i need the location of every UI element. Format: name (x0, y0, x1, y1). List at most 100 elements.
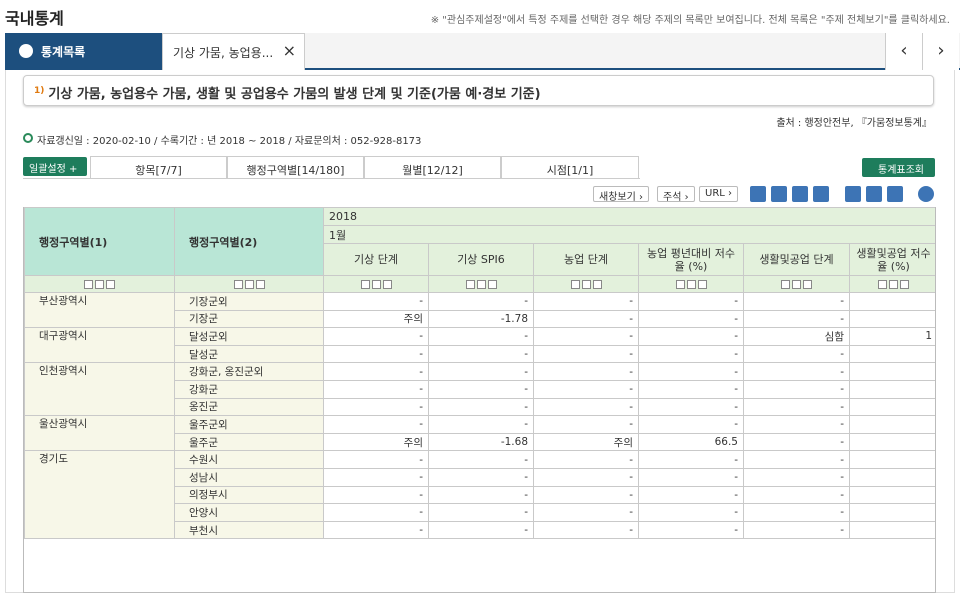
data-row: 옹진군 - - - - - (25, 397, 935, 417)
sort-icon[interactable] (781, 280, 790, 289)
sort-icon[interactable] (675, 280, 685, 289)
data-cell: - (638, 309, 744, 329)
icon[interactable] (887, 186, 903, 202)
sort-icon[interactable] (255, 280, 265, 289)
setting-bar: 일괄설정 + 항목[7/7] 행정구역별[14/180] 월별[12/12] 시점[1… (23, 156, 640, 179)
sort-icon[interactable] (686, 280, 696, 289)
region2: 기장군 (174, 309, 324, 329)
data-cell: - (638, 485, 744, 505)
column-header: 기상 단계 (323, 243, 429, 276)
sort-icon[interactable] (95, 280, 104, 289)
sort-icon[interactable] (244, 280, 254, 289)
sort-icon[interactable] (465, 280, 475, 289)
sort-icon[interactable] (382, 280, 392, 289)
sort-icon[interactable] (233, 280, 243, 289)
prev-arrow[interactable]: ‹ (885, 33, 922, 70)
region2: 성남시 (174, 467, 324, 487)
sort-icon[interactable] (487, 280, 497, 289)
data-cell: - (743, 397, 850, 417)
data-cell: - (323, 485, 429, 505)
data-cell: - (743, 485, 850, 505)
sort-cell (638, 275, 744, 293)
sort-icon[interactable] (889, 280, 898, 289)
data-cell: -1.78 (428, 309, 534, 329)
data-cell: 주의 (323, 432, 429, 452)
data-cell: - (743, 292, 850, 311)
data-cell: - (323, 415, 429, 434)
help-icon[interactable] (918, 186, 934, 202)
data-cell (849, 309, 935, 329)
data-cell: - (743, 432, 850, 452)
list-tab[interactable]: 통계목록 (5, 33, 162, 70)
action-button[interactable]: 주석 (657, 186, 695, 203)
year-header: 2018 (323, 207, 935, 226)
data-cell: - (533, 292, 639, 311)
column-header: 기상 SPI6 (428, 243, 534, 276)
data-cell: - (428, 397, 534, 417)
sort-cell (174, 275, 324, 293)
data-cell: - (638, 397, 744, 417)
icon[interactable] (750, 186, 766, 202)
data-cell: - (743, 379, 850, 399)
icon[interactable] (866, 186, 882, 202)
sort-icon[interactable] (792, 280, 801, 289)
sort-icon[interactable] (84, 280, 93, 289)
sort-icon[interactable] (371, 280, 381, 289)
data-cell (849, 292, 935, 311)
setting-tab-label: 행정구역별[14/180] (246, 164, 345, 177)
info-text: 자료갱신일 : 2020-02-10 / 수록기간 : 년 2018 ~ 201… (37, 136, 422, 147)
icon[interactable] (813, 186, 829, 202)
batch-button[interactable]: 일괄설정 + (23, 157, 87, 176)
data-cell: - (638, 292, 744, 311)
data-row: 의정부시 - - - - - (25, 485, 935, 505)
sort-icon[interactable] (570, 280, 580, 289)
notice: ※ "관심주제설정"에서 특정 주제를 선택한 경우 해당 주제의 목록만 보여… (430, 15, 950, 26)
setting-tab[interactable]: 시점[1/1] (501, 156, 639, 179)
sort-icon[interactable] (581, 280, 591, 289)
data-cell: - (533, 415, 639, 434)
data-cell: - (743, 450, 850, 469)
header-row: 기상 단계 기상 SPI6 농업 단계 농업 평년대비 저수율 (%) 생활및공업 단계… (25, 243, 935, 276)
data-cell: - (323, 520, 429, 540)
data-row: 성남시 - - - - - (25, 467, 935, 487)
close-tab[interactable]: × (282, 41, 296, 60)
data-row: 부산광역시 기장군외 - - - - - (24, 291, 935, 329)
region2: 수원시 (174, 450, 324, 469)
data-cell (849, 415, 935, 434)
data-cell: - (533, 362, 639, 381)
icon[interactable] (771, 186, 787, 202)
setting-tab[interactable]: 월별[12/12] (364, 156, 501, 179)
header-row: 1월 (25, 225, 935, 244)
sort-icon[interactable] (476, 280, 486, 289)
region2: 달성군외 (174, 327, 324, 346)
sort-icon[interactable] (878, 280, 887, 289)
icon[interactable] (792, 186, 808, 202)
sort-icon[interactable] (900, 280, 909, 289)
column-header: 생활및공업 저수율 (%) (849, 243, 935, 276)
sort-icon[interactable] (697, 280, 707, 289)
setting-tab-label: 시점[1/1] (546, 164, 594, 177)
setting-tab[interactable]: 항목[7/7] (90, 156, 227, 179)
sort-icon[interactable] (360, 280, 370, 289)
data-row: 경기도 수원시 - - - - - (24, 450, 935, 540)
setting-tab[interactable]: 행정구역별[14/180] (227, 156, 364, 179)
data-cell: - (533, 397, 639, 417)
data-cell (849, 432, 935, 452)
sort-icon[interactable] (106, 280, 115, 289)
search-button[interactable]: 통계표조회 (862, 158, 935, 177)
current-tab[interactable]: 기상 가뭄, 농업용... × (162, 33, 305, 70)
action-button[interactable]: URL (699, 186, 739, 202)
action-button[interactable]: 새창보기 (593, 186, 649, 203)
data-cell: - (743, 362, 850, 381)
sort-icon[interactable] (592, 280, 602, 289)
sort-cell (24, 275, 175, 293)
icon[interactable] (845, 186, 861, 202)
data-cell: - (323, 450, 429, 469)
data-cell (849, 467, 935, 487)
next-arrow[interactable]: › (922, 33, 959, 70)
sort-row (24, 275, 935, 293)
region2: 달성군 (174, 344, 324, 364)
sort-icon[interactable] (803, 280, 812, 289)
data-cell: - (323, 362, 429, 381)
data-row: 울주군 주의 -1.68 주의 66.5- (25, 432, 935, 452)
